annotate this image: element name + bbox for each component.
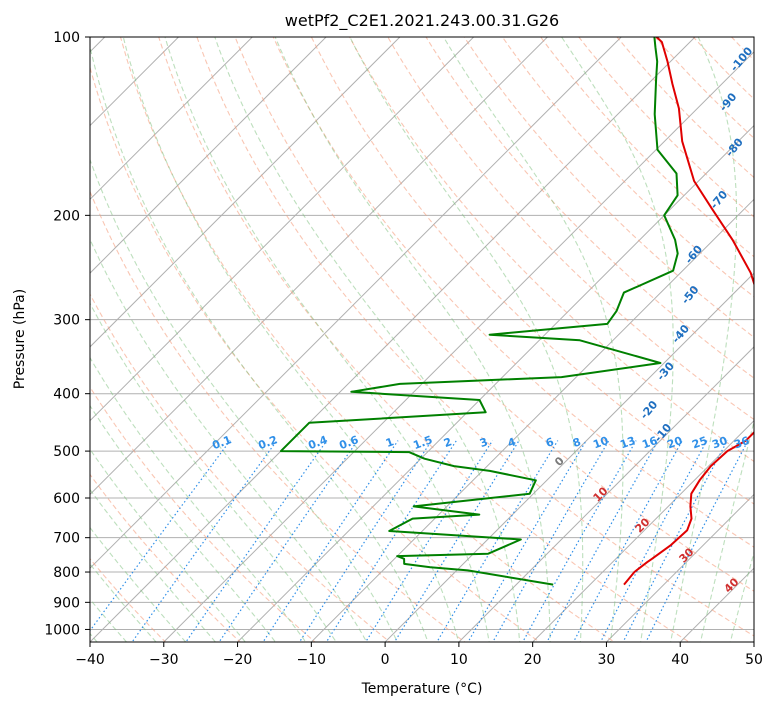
- x-axis-label: Temperature (°C): [361, 681, 483, 697]
- x-tick-label: 50: [745, 652, 763, 668]
- y-tick-label: 400: [53, 387, 80, 403]
- y-axis-label: Pressure (hPa): [12, 289, 28, 389]
- x-tick-label: 20: [524, 652, 542, 668]
- x-tick-label: −20: [223, 652, 253, 668]
- y-tick-label: 1000: [44, 622, 80, 638]
- x-tick-label: −30: [149, 652, 179, 668]
- y-tick-label: 900: [53, 595, 80, 611]
- y-tick-label: 700: [53, 531, 80, 547]
- x-tick-label: 40: [671, 652, 689, 668]
- y-tick-label: 300: [53, 313, 80, 329]
- y-tick-label: 100: [53, 30, 80, 46]
- x-tick-label: 0: [381, 652, 390, 668]
- y-tick-label: 200: [53, 208, 80, 224]
- x-tick-label: 10: [450, 652, 468, 668]
- chart-title: wetPf2_C2E1.2021.243.00.31.G26: [285, 11, 559, 31]
- x-tick-label: −10: [297, 652, 327, 668]
- x-tick-label: −40: [75, 652, 105, 668]
- y-tick-label: 800: [53, 565, 80, 581]
- y-tick-label: 500: [53, 444, 80, 460]
- y-tick-label: 600: [53, 491, 80, 507]
- x-tick-label: 30: [598, 652, 616, 668]
